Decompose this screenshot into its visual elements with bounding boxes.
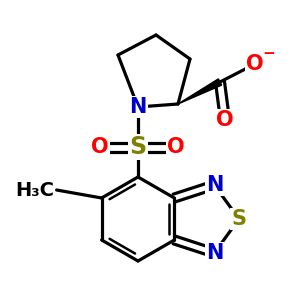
Text: O: O — [216, 110, 234, 130]
Text: O: O — [167, 137, 185, 157]
Text: S: S — [232, 209, 247, 229]
Text: S: S — [129, 135, 147, 159]
Text: O: O — [91, 137, 109, 157]
Text: H₃C: H₃C — [16, 181, 55, 200]
Text: −: − — [262, 46, 275, 62]
Text: O: O — [246, 54, 264, 74]
Text: N: N — [206, 175, 223, 195]
Text: N: N — [206, 243, 223, 263]
Text: N: N — [129, 97, 147, 117]
Polygon shape — [178, 79, 222, 104]
